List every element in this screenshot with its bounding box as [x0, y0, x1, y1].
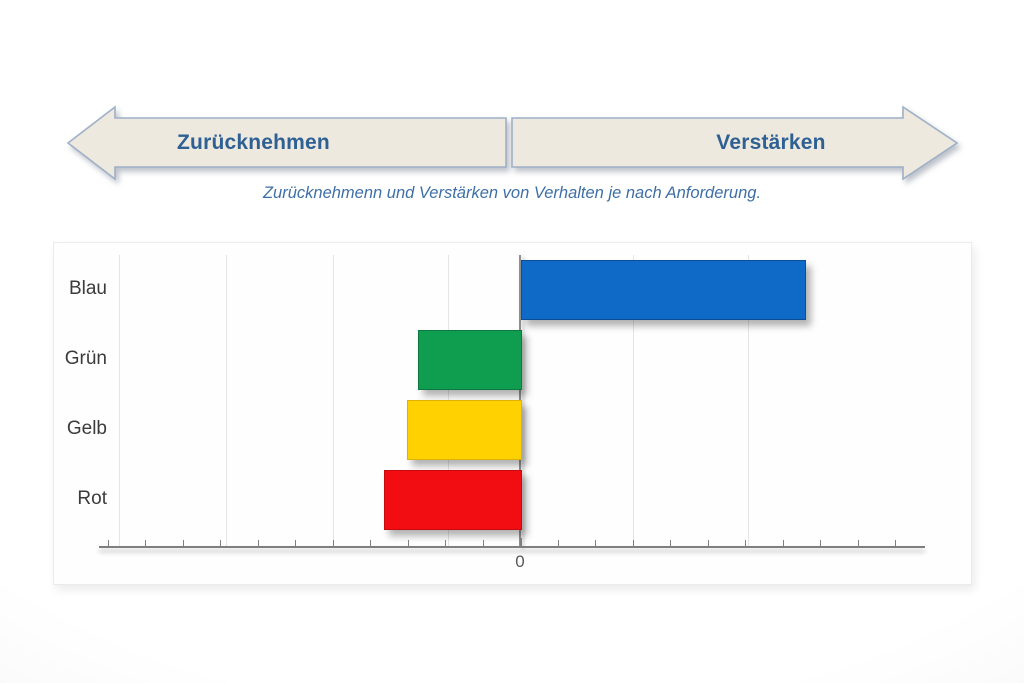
caption-text: Zurücknehmenn und Verstärken von Verhalt… — [262, 184, 762, 202]
axis-tick — [782, 540, 784, 547]
axis-tick — [595, 540, 596, 547]
right-arrow-polygon — [511, 105, 959, 181]
vertical-gridline — [748, 255, 749, 547]
category-label-grün: Grün — [64, 348, 107, 369]
axis-tick — [370, 540, 371, 547]
axis-tick-zero — [520, 538, 522, 548]
axis-tick — [445, 540, 446, 547]
left-arrow-shape — [66, 105, 507, 181]
left-arrow-label: Zurücknehmen — [177, 131, 330, 154]
bar-blau — [521, 260, 806, 320]
axis-tick — [220, 540, 221, 547]
vertical-gridline — [633, 255, 634, 547]
bar-rot — [384, 470, 522, 530]
x-axis-line — [99, 546, 925, 548]
axis-tick — [257, 540, 259, 547]
axis-tick — [107, 540, 109, 547]
category-label-blau: Blau — [68, 278, 107, 299]
category-label-gelb: Gelb — [66, 418, 107, 439]
axis-tick — [145, 540, 146, 547]
axis-tick — [632, 540, 634, 547]
axis-tick — [820, 540, 821, 547]
vertical-gridline — [333, 255, 334, 547]
axis-tick — [895, 540, 896, 547]
vertical-gridline — [119, 255, 120, 547]
axis-tick — [182, 540, 184, 547]
axis-tick — [745, 540, 746, 547]
x-axis-zero-label: 0 — [515, 552, 525, 571]
axis-tick — [670, 540, 671, 547]
axis-tick — [857, 540, 859, 547]
bar-chart-panel: Blau Grün Gelb Rot 0 — [53, 242, 972, 585]
bar-gelb — [407, 400, 522, 460]
right-arrow-shape — [511, 105, 959, 181]
vertical-gridline — [226, 255, 227, 547]
axis-tick — [332, 540, 334, 547]
axis-tick — [707, 540, 709, 547]
axis-tick — [407, 540, 409, 547]
category-label-rot: Rot — [77, 488, 107, 509]
axis-tick — [557, 540, 559, 547]
bar-grün — [418, 330, 522, 390]
left-arrow-polygon — [66, 105, 507, 181]
axis-tick — [482, 540, 484, 547]
axis-tick — [295, 540, 296, 547]
right-arrow-label: Verstärken — [716, 131, 826, 154]
